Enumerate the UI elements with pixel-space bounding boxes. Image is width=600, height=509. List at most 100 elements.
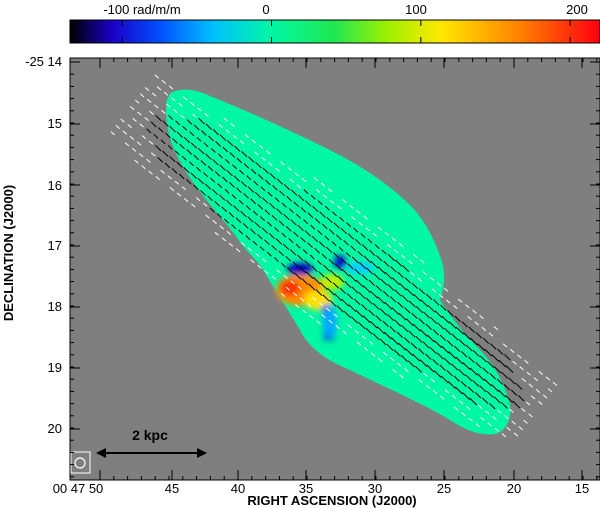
polarization-vector bbox=[240, 241, 246, 246]
polarization-vector bbox=[394, 259, 403, 267]
polarization-vector bbox=[115, 125, 120, 129]
polarization-vector bbox=[182, 96, 188, 101]
polarization-vector bbox=[505, 395, 514, 403]
polarization-vector bbox=[222, 146, 229, 153]
polarization-vector bbox=[219, 225, 224, 230]
polarization-vector bbox=[315, 188, 321, 193]
polarization-vector bbox=[299, 297, 305, 302]
polarization-vector bbox=[231, 194, 237, 200]
polarization-vector bbox=[392, 369, 397, 374]
polarization-vector bbox=[318, 271, 325, 278]
polarization-vector bbox=[255, 161, 262, 169]
polarization-vector bbox=[353, 227, 359, 233]
polarization-vector bbox=[262, 167, 269, 174]
polarization-vector bbox=[439, 395, 445, 400]
polarization-vector bbox=[214, 171, 221, 177]
polarization-vector bbox=[262, 258, 267, 263]
polarization-vector bbox=[397, 271, 404, 279]
x-tick-label: 20 bbox=[507, 481, 521, 496]
polarization-vector bbox=[535, 389, 541, 393]
polarization-vector bbox=[377, 266, 386, 275]
polarization-vector bbox=[325, 246, 333, 254]
polarization-vector bbox=[197, 107, 202, 112]
polarization-vector bbox=[458, 400, 464, 405]
polarization-vector bbox=[193, 184, 199, 191]
polarization-vector bbox=[365, 227, 371, 232]
polarization-vector bbox=[178, 102, 183, 107]
polarization-vector bbox=[500, 401, 508, 409]
polarization-vector bbox=[155, 176, 160, 181]
polarization-vector bbox=[491, 384, 499, 392]
polarization-vector bbox=[260, 186, 266, 192]
polarization-vector bbox=[411, 282, 419, 290]
polarization-vector bbox=[458, 338, 466, 346]
polarization-vector bbox=[268, 232, 276, 240]
polarization-vector bbox=[193, 124, 200, 131]
polarization-vector bbox=[316, 320, 321, 325]
polarization-vector bbox=[489, 343, 497, 350]
polarization-vector bbox=[354, 268, 361, 276]
polarization-vector bbox=[453, 305, 458, 309]
polarization-vector bbox=[365, 297, 373, 305]
polarization-vector bbox=[343, 310, 351, 318]
polarization-vector bbox=[410, 272, 415, 277]
polarization-vector bbox=[266, 150, 271, 155]
polarization-vector bbox=[512, 400, 521, 409]
polarization-vector bbox=[169, 155, 176, 163]
polarization-vector bbox=[357, 250, 364, 257]
polarization-vector bbox=[252, 210, 258, 216]
polarization-vector bbox=[287, 166, 292, 171]
polarization-vector bbox=[462, 362, 471, 370]
polarization-vector bbox=[341, 268, 350, 277]
polarization-vector bbox=[398, 342, 407, 351]
polarization-vector bbox=[186, 119, 193, 125]
polarization-vector bbox=[310, 194, 316, 200]
polarization-vector bbox=[418, 288, 426, 295]
polarization-vector bbox=[271, 275, 276, 280]
polarization-vector bbox=[477, 343, 486, 351]
polarization-vector bbox=[129, 135, 135, 140]
polarization-vector bbox=[524, 359, 529, 364]
polarization-vector bbox=[172, 138, 178, 144]
polarization-vector bbox=[243, 193, 249, 199]
polarization-vector bbox=[264, 239, 270, 246]
polarization-vector bbox=[325, 276, 332, 284]
polarization-vector bbox=[202, 202, 208, 207]
polarization-vector bbox=[127, 124, 132, 129]
polarization-vector bbox=[422, 311, 431, 319]
polarization-vector bbox=[131, 147, 137, 152]
polarization-vector bbox=[314, 247, 321, 254]
polarization-vector bbox=[307, 242, 313, 249]
polarization-vector bbox=[545, 376, 551, 381]
polarization-vector bbox=[196, 166, 202, 172]
polarization-vector bbox=[243, 163, 250, 169]
polarization-vector bbox=[204, 183, 212, 190]
colorbar-gradient bbox=[69, 19, 600, 44]
polarization-vector bbox=[236, 187, 242, 194]
polarization-vector bbox=[420, 259, 425, 264]
polarization-vector bbox=[346, 293, 354, 300]
polarization-vector bbox=[221, 237, 227, 242]
polarization-vector bbox=[239, 169, 245, 175]
polarization-vector bbox=[338, 246, 344, 252]
polarization-vector bbox=[252, 240, 258, 246]
polarization-vector bbox=[498, 359, 507, 368]
polarization-vector bbox=[448, 321, 457, 329]
polarization-vector bbox=[273, 257, 279, 263]
polarization-vector bbox=[378, 358, 383, 363]
polarization-vector bbox=[329, 299, 337, 308]
polarization-vector bbox=[144, 117, 149, 121]
polarization-vector bbox=[497, 348, 504, 355]
polarization-vector bbox=[287, 267, 295, 275]
polarization-vector bbox=[294, 272, 302, 280]
polarization-vector bbox=[285, 255, 292, 262]
polarization-vector bbox=[483, 378, 492, 387]
polarization-vector bbox=[408, 260, 413, 265]
polarization-vector bbox=[377, 226, 383, 231]
polarization-vector bbox=[189, 131, 195, 137]
polarization-vector bbox=[201, 130, 207, 136]
polarization-vector bbox=[474, 392, 482, 399]
polarization-vector bbox=[408, 300, 416, 308]
polarization-vector bbox=[257, 233, 263, 240]
polarization-vector bbox=[425, 384, 431, 389]
